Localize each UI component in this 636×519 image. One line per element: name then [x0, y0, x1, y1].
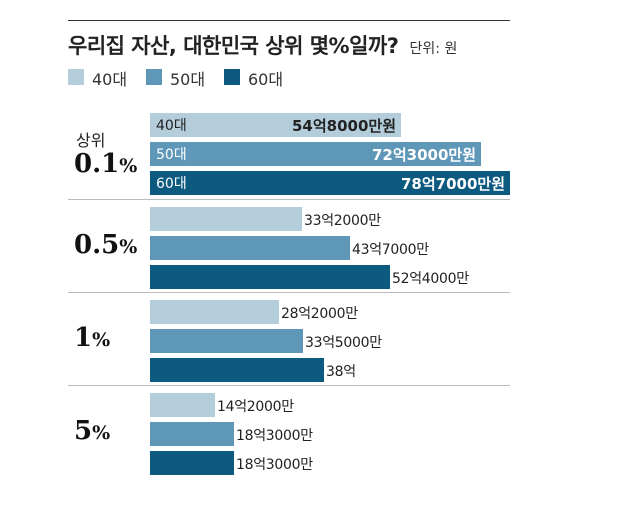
legend-swatch — [224, 69, 240, 85]
bar-series-label: 40대 — [156, 118, 187, 134]
bar-value-label: 18억3000만 — [236, 428, 313, 444]
legend-label: 50대 — [170, 70, 206, 89]
category-number: 0.5 — [74, 230, 120, 260]
legend-swatch — [146, 69, 162, 85]
category-label: 1% — [74, 323, 110, 353]
bar-value-label: 33억2000만 — [304, 213, 381, 229]
group-separator — [68, 199, 510, 200]
bar: 60대 78억7000만원 — [150, 171, 510, 195]
category-percent: % — [92, 329, 111, 351]
bar — [150, 329, 303, 353]
title-row: 우리집 자산, 대한민국 상위 몇%일까? 단위: 원 — [68, 30, 457, 60]
legend-swatch — [68, 69, 84, 85]
unit-label: 단위: 원 — [409, 41, 458, 57]
bar-series-label: 50대 — [156, 147, 187, 163]
category-percent: % — [119, 155, 138, 177]
bar — [150, 422, 234, 446]
bar — [150, 300, 279, 324]
group-separator — [68, 385, 510, 386]
category-number: 0.1 — [74, 149, 120, 179]
group-separator — [68, 292, 510, 293]
bar-value-label: 78억7000만원 — [400, 175, 505, 193]
bar-value-label: 43억7000만 — [352, 242, 429, 258]
bar-value-label: 38억 — [326, 364, 356, 380]
bar-value-label: 28억2000만 — [281, 306, 358, 322]
bar-value-label: 52억4000만 — [392, 271, 469, 287]
bar-value-label: 33억5000만 — [305, 335, 382, 351]
bar-value-label: 72억3000만원 — [371, 146, 476, 164]
bar-value-label: 14억2000만 — [217, 399, 294, 415]
category-percent: % — [92, 422, 111, 444]
category-number: 1 — [74, 323, 93, 353]
legend-label: 60대 — [248, 70, 284, 89]
bar — [150, 265, 390, 289]
bar: 50대 72억3000만원 — [150, 142, 481, 166]
bar — [150, 451, 234, 475]
bar-series-label: 60대 — [156, 176, 187, 192]
category-percent: % — [119, 236, 138, 258]
bar — [150, 236, 350, 260]
bar — [150, 358, 324, 382]
bar-value-label: 18억3000만 — [236, 457, 313, 473]
category-prefix: 상위 — [76, 131, 106, 150]
bar — [150, 393, 215, 417]
legend-label: 40대 — [92, 70, 128, 89]
bar-value-label: 54억8000만원 — [291, 117, 396, 135]
bar — [150, 207, 302, 231]
category-number: 5 — [74, 416, 93, 446]
category-label: 5% — [74, 416, 110, 446]
category-label: 0.5% — [74, 230, 137, 260]
chart-title: 우리집 자산, 대한민국 상위 몇%일까? — [68, 34, 399, 58]
top-rule — [68, 20, 510, 21]
category-label: 0.1% — [74, 149, 137, 179]
bar: 40대 54억8000만원 — [150, 113, 401, 137]
